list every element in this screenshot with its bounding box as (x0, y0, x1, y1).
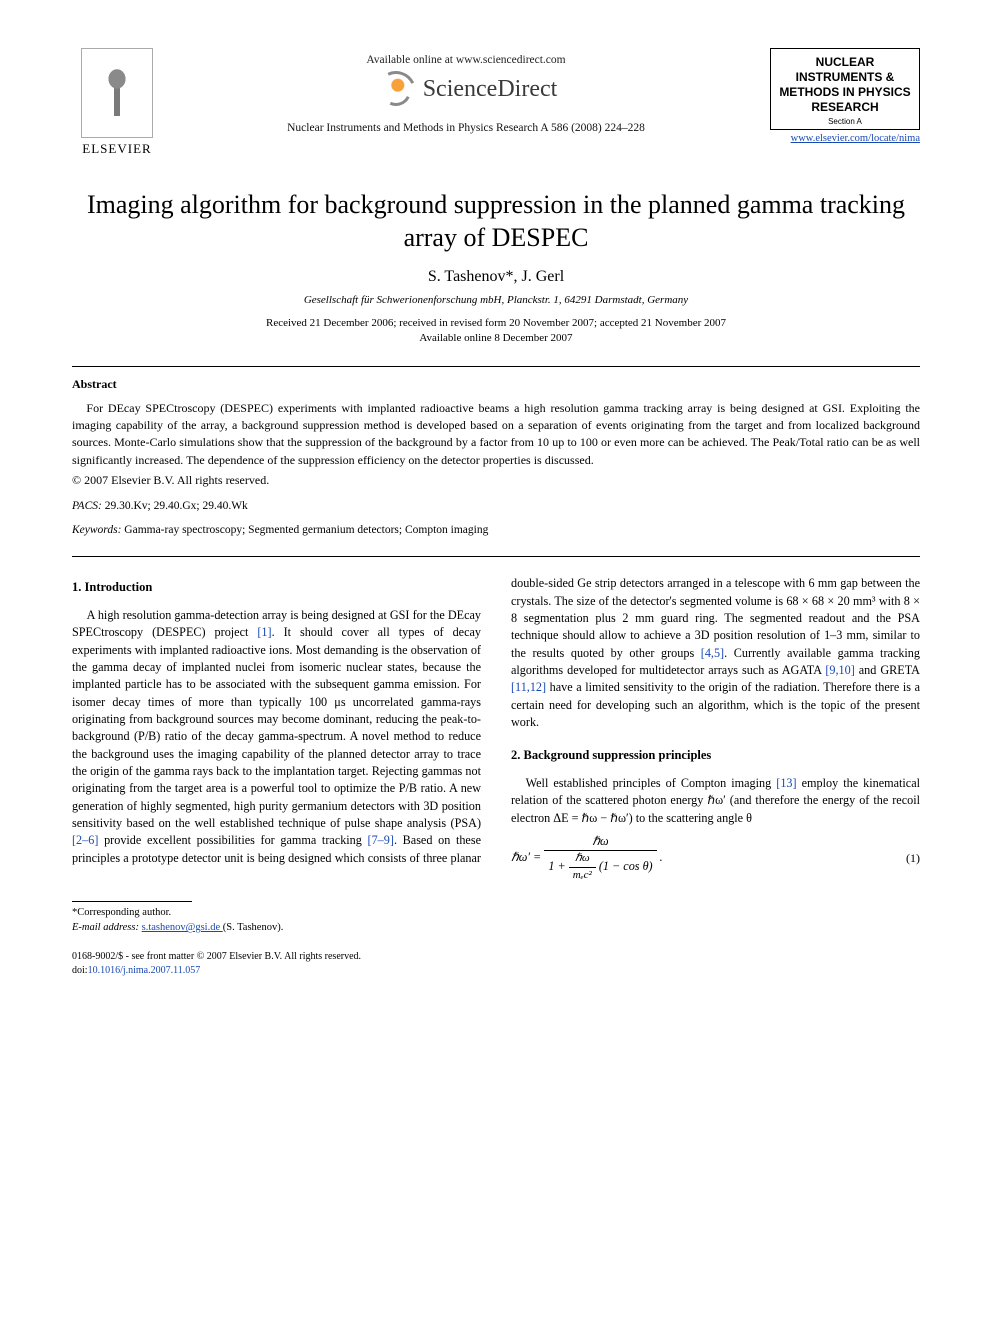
email-label: E-mail address: (72, 922, 139, 933)
abstract-body: For DEcay SPECtroscopy (DESPEC) experime… (72, 400, 920, 470)
citation-link[interactable]: [13] (776, 776, 796, 790)
article-title: Imaging algorithm for background suppres… (72, 189, 920, 254)
publisher-logo-block: ELSEVIER (72, 48, 162, 157)
doi-link[interactable]: 10.1016/j.nima.2007.11.057 (88, 965, 201, 976)
front-matter-line: 0168-9002/$ - see front matter © 2007 El… (72, 951, 361, 962)
citation-link[interactable]: [9,10] (825, 663, 854, 677)
text: (1 − cos θ) (599, 859, 653, 873)
author-email-link[interactable]: s.tashenov@gsi.de (142, 922, 223, 933)
sciencedirect-logo: ScienceDirect (375, 70, 558, 108)
section-1-heading: 1. Introduction (72, 579, 481, 597)
journal-box: NUCLEAR INSTRUMENTS & METHODS IN PHYSICS… (770, 48, 920, 130)
email-paren: (S. Tashenov). (223, 922, 284, 933)
rule-below-keywords (72, 556, 920, 557)
elsevier-tree-icon (81, 48, 153, 138)
header-center: Available online at www.sciencedirect.co… (162, 48, 770, 134)
keywords-values: Gamma-ray spectroscopy; Segmented german… (121, 524, 488, 536)
text: Well established principles of Compton i… (526, 776, 777, 790)
body-columns: 1. Introduction A high resolution gamma-… (72, 575, 920, 883)
doi-label: doi: (72, 965, 88, 976)
equation-number: (1) (906, 850, 920, 867)
text: provide excellent possibilities for gamm… (98, 833, 367, 847)
pacs-line: PACS: 29.30.Kv; 29.40.Gx; 29.40.Wk (72, 500, 920, 512)
journal-box-title: NUCLEAR INSTRUMENTS & METHODS IN PHYSICS… (777, 55, 913, 115)
text: 1 + (548, 859, 568, 873)
sciencedirect-text: ScienceDirect (423, 76, 558, 103)
journal-homepage-link[interactable]: www.elsevier.com/locate/nima (770, 133, 920, 144)
pacs-label: PACS: (72, 500, 102, 512)
article-authors: S. Tashenov*, J. Gerl (72, 268, 920, 286)
sciencedirect-swirl-icon (375, 70, 413, 108)
citation-link[interactable]: [7–9] (368, 833, 394, 847)
eq-inner-fraction: ℏω mₑc² (569, 851, 596, 883)
eq-main-fraction: ℏω 1 + ℏω mₑc² (1 − cos θ) (544, 833, 656, 884)
citation-link[interactable]: [11,12] (511, 680, 546, 694)
citation-link[interactable]: [1] (257, 625, 271, 639)
section-2-paragraph: Well established principles of Compton i… (511, 775, 920, 827)
header-row: ELSEVIER Available online at www.science… (72, 48, 920, 157)
eq-numerator: ℏω (544, 833, 656, 851)
text: . It should cover all types of decay exp… (72, 625, 481, 830)
pacs-codes: 29.30.Kv; 29.40.Gx; 29.40.Wk (102, 500, 248, 512)
publisher-name: ELSEVIER (72, 141, 162, 157)
text: have a limited sensitivity to the origin… (511, 680, 920, 729)
received-line: Received 21 December 2006; received in r… (266, 317, 726, 329)
citation-link[interactable]: [4,5] (701, 646, 724, 660)
journal-reference: Nuclear Instruments and Methods in Physi… (162, 122, 770, 134)
available-line: Available online 8 December 2007 (419, 332, 572, 344)
eq-period: . (660, 850, 663, 864)
copyright-footer: 0168-9002/$ - see front matter © 2007 El… (72, 950, 488, 978)
footer-left: *Corresponding author. E-mail address: s… (72, 883, 488, 977)
abstract-heading: Abstract (72, 377, 920, 392)
article-dates: Received 21 December 2006; received in r… (72, 316, 920, 346)
corr-author-text: *Corresponding author. (72, 907, 171, 918)
corresponding-author: *Corresponding author. E-mail address: s… (72, 906, 488, 935)
footnote-rule (72, 901, 192, 902)
available-online-text: Available online at www.sciencedirect.co… (162, 54, 770, 66)
text: and GRETA (855, 663, 920, 677)
rule-above-abstract (72, 366, 920, 367)
section-2-heading: 2. Background suppression principles (511, 747, 920, 765)
keywords-line: Keywords: Gamma-ray spectroscopy; Segmen… (72, 524, 920, 536)
eq-lhs: ℏω′ = (511, 850, 544, 864)
journal-box-section: Section A (777, 117, 913, 126)
text: ℏω (569, 851, 596, 868)
keywords-label: Keywords: (72, 524, 121, 536)
journal-box-wrapper: NUCLEAR INSTRUMENTS & METHODS IN PHYSICS… (770, 48, 920, 144)
eq-denominator: 1 + ℏω mₑc² (1 − cos θ) (544, 851, 656, 883)
text: mₑc² (569, 868, 596, 884)
abstract-copyright: © 2007 Elsevier B.V. All rights reserved… (72, 473, 920, 488)
page-footer-row: *Corresponding author. E-mail address: s… (72, 883, 920, 977)
citation-link[interactable]: [2–6] (72, 833, 98, 847)
equation-body: ℏω′ = ℏω 1 + ℏω mₑc² (1 − cos θ) . (511, 833, 663, 884)
article-affiliation: Gesellschaft für Schwerionenforschung mb… (72, 294, 920, 306)
equation-1: ℏω′ = ℏω 1 + ℏω mₑc² (1 − cos θ) . (1) (511, 833, 920, 884)
